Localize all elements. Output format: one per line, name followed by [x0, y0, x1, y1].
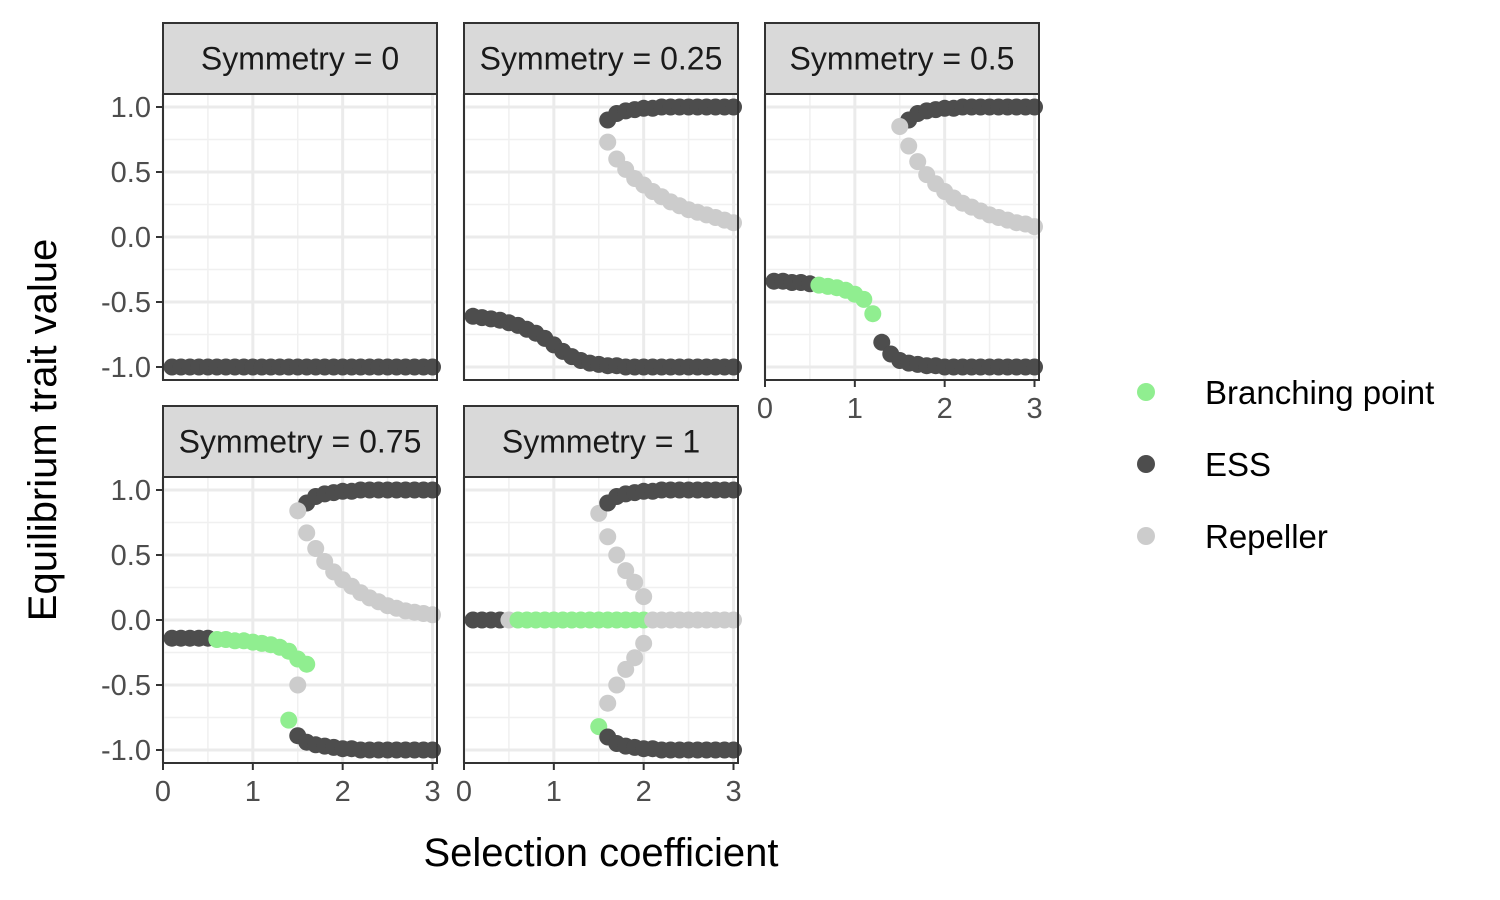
data-point [289, 676, 307, 694]
facet-strip [463, 22, 739, 95]
data-point [725, 611, 743, 629]
data-point [298, 524, 316, 542]
data-point [626, 649, 644, 667]
x-tick-label: 0 [456, 776, 472, 808]
facet-panel: Symmetry = 1 0 1 2 3 [456, 405, 743, 808]
facet-strip [463, 405, 739, 478]
data-point [289, 502, 307, 520]
legend-key [1137, 455, 1155, 473]
legend-label: Branching point [1205, 374, 1434, 411]
data-point [424, 358, 442, 376]
x-tick-label: 3 [725, 776, 741, 808]
x-tick-label: 1 [546, 776, 562, 808]
facet-panel: Symmetry = 0.5 0 1 2 3 [757, 22, 1044, 425]
data-point [1026, 358, 1044, 376]
data-point [617, 562, 635, 580]
panel-border [463, 476, 739, 764]
data-point [599, 133, 617, 151]
y-tick-label: 0.0 [111, 605, 151, 637]
legend-label: Repeller [1205, 518, 1328, 555]
data-point [608, 676, 626, 694]
data-point [725, 741, 743, 759]
x-tick-label: 2 [937, 393, 953, 425]
data-point [599, 528, 617, 546]
x-tick-label: 0 [757, 393, 773, 425]
data-point [635, 588, 653, 606]
data-point [617, 660, 635, 678]
data-point [424, 481, 442, 499]
x-tick-label: 1 [847, 393, 863, 425]
data-point [635, 634, 653, 652]
y-tick-label: 0.5 [111, 157, 151, 189]
facet-strip-label: Symmetry = 1 [502, 424, 700, 460]
data-point [307, 540, 325, 557]
facet-panel: Symmetry = 0.75 -1.0 -0.5 0.0 0.5 1.0 0 1 2 3 [101, 405, 442, 808]
data-point [280, 711, 298, 729]
data-point [725, 214, 743, 232]
panel-border [463, 93, 739, 381]
y-tick-label: -0.5 [101, 287, 151, 319]
y-tick-label: -0.5 [101, 670, 151, 702]
data-point [909, 153, 927, 171]
data-point [725, 358, 743, 376]
x-tick-label: 2 [636, 776, 652, 808]
legend-key [1137, 383, 1155, 401]
y-tick-label: -1.0 [101, 735, 151, 767]
x-tick-label: 3 [424, 776, 440, 808]
data-point [424, 606, 442, 624]
data-point [900, 137, 918, 155]
legend-key [1137, 527, 1155, 545]
legend-label: ESS [1205, 446, 1271, 483]
y-tick-label: -1.0 [101, 352, 151, 384]
x-tick-label: 2 [335, 776, 351, 808]
y-tick-label: 0.0 [111, 222, 151, 254]
data-point [725, 98, 743, 116]
data-point [864, 305, 882, 323]
y-tick-label: 1.0 [111, 475, 151, 507]
data-point [298, 655, 316, 673]
data-point [1026, 218, 1044, 236]
data-point [608, 546, 626, 564]
data-point [873, 333, 891, 351]
facet-panel: Symmetry = 0 -1.0 -0.5 0.0 0.5 1.0 [101, 22, 442, 384]
facet-panel: Symmetry = 0.25 [462, 22, 743, 381]
data-point [891, 118, 909, 135]
x-tick-label: 1 [245, 776, 261, 808]
facet-strip-label: Symmetry = 0.75 [179, 424, 422, 460]
data-point [626, 573, 644, 591]
data-point [424, 741, 442, 759]
facet-strip-label: Symmetry = 0.25 [480, 41, 723, 77]
y-tick-label: 1.0 [111, 92, 151, 124]
data-point [1026, 98, 1044, 116]
facet-strip-label: Symmetry = 0.5 [790, 41, 1015, 77]
x-tick-label: 0 [155, 776, 171, 808]
facet-strip [764, 22, 1040, 95]
x-axis-title: Selection coefficient [423, 831, 778, 875]
data-point [855, 290, 873, 308]
data-point [599, 694, 617, 712]
x-tick-label: 3 [1026, 393, 1042, 425]
facet-strip-label: Symmetry = 0 [201, 41, 399, 77]
panel-border [764, 93, 1040, 381]
facet-strip [162, 22, 438, 95]
y-axis-title: Equilibrium trait value [21, 239, 65, 621]
legend: Branching point ESS Repeller [1137, 374, 1434, 555]
data-point [725, 481, 743, 499]
y-tick-label: 0.5 [111, 540, 151, 572]
